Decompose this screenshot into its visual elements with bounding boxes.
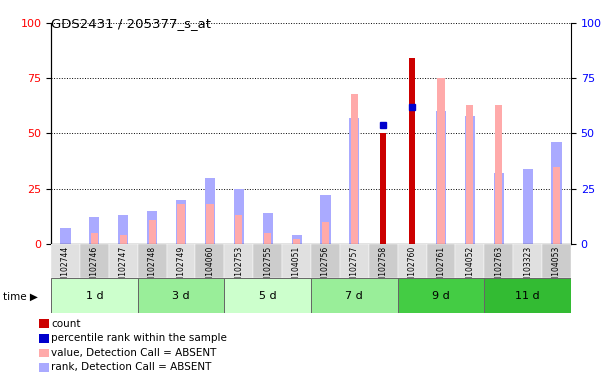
- Bar: [495, 105, 502, 244]
- Bar: [311, 278, 398, 313]
- Text: 11 d: 11 d: [515, 291, 540, 301]
- Bar: [398, 244, 427, 278]
- Bar: [138, 278, 224, 313]
- Text: GSM102748: GSM102748: [148, 246, 157, 292]
- Bar: [380, 134, 386, 244]
- Bar: [177, 204, 185, 244]
- Text: GSM102744: GSM102744: [61, 246, 70, 292]
- Bar: [293, 240, 300, 244]
- Bar: [484, 278, 571, 313]
- Bar: [320, 195, 331, 244]
- Bar: [90, 217, 99, 244]
- Text: GSM102757: GSM102757: [350, 246, 359, 292]
- Bar: [234, 189, 244, 244]
- Bar: [438, 78, 445, 244]
- Bar: [436, 111, 446, 244]
- Text: 9 d: 9 d: [432, 291, 450, 301]
- Bar: [80, 244, 109, 278]
- Bar: [235, 215, 242, 244]
- Bar: [109, 244, 138, 278]
- Bar: [322, 222, 329, 244]
- Bar: [224, 278, 311, 313]
- Text: time ▶: time ▶: [3, 291, 38, 301]
- Bar: [224, 244, 253, 278]
- Text: GSM102763: GSM102763: [494, 246, 503, 292]
- Text: GSM102746: GSM102746: [90, 246, 99, 292]
- Bar: [311, 244, 340, 278]
- Bar: [263, 213, 273, 244]
- Bar: [138, 244, 166, 278]
- Bar: [553, 167, 560, 244]
- Text: rank, Detection Call = ABSENT: rank, Detection Call = ABSENT: [51, 362, 212, 372]
- Bar: [264, 233, 271, 244]
- Text: 3 d: 3 d: [172, 291, 190, 301]
- Bar: [61, 228, 70, 244]
- Bar: [282, 244, 311, 278]
- Text: GSM104053: GSM104053: [552, 246, 561, 292]
- Bar: [466, 105, 474, 244]
- Bar: [340, 244, 369, 278]
- Text: percentile rank within the sample: percentile rank within the sample: [51, 333, 227, 343]
- Text: 1 d: 1 d: [85, 291, 103, 301]
- Text: count: count: [51, 319, 81, 329]
- Text: GSM102753: GSM102753: [234, 246, 243, 292]
- Bar: [206, 204, 213, 244]
- Bar: [349, 118, 359, 244]
- Bar: [465, 116, 475, 244]
- Text: value, Detection Call = ABSENT: value, Detection Call = ABSENT: [51, 348, 216, 358]
- Bar: [51, 278, 138, 313]
- Bar: [493, 173, 504, 244]
- Text: GSM102749: GSM102749: [177, 246, 186, 292]
- Bar: [291, 235, 302, 244]
- Bar: [148, 220, 156, 244]
- Bar: [542, 244, 571, 278]
- Bar: [513, 244, 542, 278]
- Bar: [369, 244, 398, 278]
- Bar: [176, 200, 186, 244]
- Text: 5 d: 5 d: [259, 291, 276, 301]
- Bar: [456, 244, 484, 278]
- Text: GDS2431 / 205377_s_at: GDS2431 / 205377_s_at: [51, 17, 211, 30]
- Bar: [484, 244, 513, 278]
- Bar: [51, 244, 80, 278]
- Bar: [147, 211, 157, 244]
- Bar: [91, 233, 98, 244]
- Bar: [118, 215, 129, 244]
- Bar: [253, 244, 282, 278]
- Bar: [552, 142, 561, 244]
- Bar: [166, 244, 195, 278]
- Text: GSM102747: GSM102747: [119, 246, 128, 292]
- Text: GSM102758: GSM102758: [379, 246, 388, 292]
- Text: GSM102761: GSM102761: [436, 246, 445, 292]
- Bar: [398, 278, 484, 313]
- Text: GSM104052: GSM104052: [465, 246, 474, 292]
- Bar: [409, 58, 415, 244]
- Text: 7 d: 7 d: [346, 291, 363, 301]
- Text: GSM104051: GSM104051: [292, 246, 301, 292]
- Bar: [195, 244, 224, 278]
- Bar: [120, 235, 127, 244]
- Text: GSM102756: GSM102756: [321, 246, 330, 292]
- Text: GSM104060: GSM104060: [206, 246, 215, 292]
- Text: GSM102755: GSM102755: [263, 246, 272, 292]
- Bar: [351, 94, 358, 244]
- Bar: [427, 244, 456, 278]
- Bar: [205, 178, 215, 244]
- Bar: [523, 169, 532, 244]
- Text: GSM102760: GSM102760: [407, 246, 416, 292]
- Text: GSM103323: GSM103323: [523, 246, 532, 292]
